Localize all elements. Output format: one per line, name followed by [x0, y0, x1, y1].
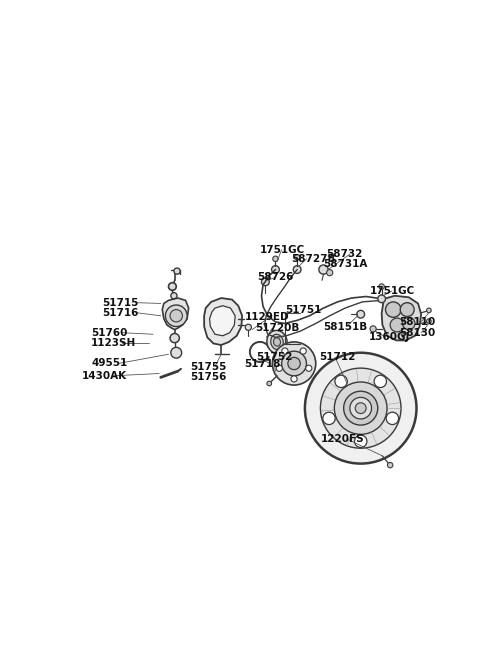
Polygon shape: [210, 306, 235, 336]
Circle shape: [355, 403, 366, 413]
Text: 58110: 58110: [399, 317, 436, 327]
Text: 1360GJ: 1360GJ: [369, 332, 410, 343]
Circle shape: [370, 326, 376, 332]
Polygon shape: [204, 298, 242, 345]
Circle shape: [276, 365, 282, 371]
Text: 51716: 51716: [103, 308, 139, 318]
Ellipse shape: [271, 334, 283, 350]
Circle shape: [294, 255, 300, 260]
Circle shape: [293, 266, 301, 273]
Circle shape: [174, 268, 180, 274]
Text: 51752: 51752: [256, 352, 292, 362]
Circle shape: [171, 347, 181, 358]
Text: 49551: 49551: [91, 358, 127, 369]
Circle shape: [245, 324, 252, 330]
Circle shape: [319, 265, 328, 274]
Text: 1220FS: 1220FS: [321, 434, 365, 444]
Text: 58732: 58732: [326, 249, 363, 259]
Text: 1123SH: 1123SH: [91, 338, 136, 348]
Circle shape: [387, 462, 393, 468]
Circle shape: [326, 270, 333, 276]
Text: 1751GC: 1751GC: [260, 244, 305, 255]
Circle shape: [385, 302, 401, 317]
Text: 51751: 51751: [285, 305, 321, 314]
Text: 51756: 51756: [190, 371, 227, 382]
Ellipse shape: [274, 338, 280, 346]
Text: 51755: 51755: [190, 362, 227, 371]
Circle shape: [374, 375, 386, 388]
Circle shape: [282, 351, 306, 376]
Circle shape: [378, 295, 385, 303]
Circle shape: [306, 365, 312, 371]
Circle shape: [273, 256, 278, 261]
Circle shape: [400, 303, 414, 316]
Circle shape: [166, 305, 187, 327]
Circle shape: [355, 435, 367, 447]
Circle shape: [390, 318, 404, 332]
Circle shape: [272, 342, 316, 385]
Circle shape: [272, 266, 279, 273]
Circle shape: [335, 382, 387, 434]
Text: 58731A: 58731A: [324, 259, 368, 269]
Text: 51718: 51718: [244, 360, 281, 369]
Text: 1430AK: 1430AK: [82, 371, 127, 381]
Circle shape: [344, 391, 378, 425]
Text: 58726: 58726: [258, 272, 294, 282]
Circle shape: [403, 317, 415, 329]
Circle shape: [321, 368, 401, 448]
Circle shape: [291, 376, 297, 382]
Circle shape: [300, 348, 306, 354]
Text: 58130: 58130: [399, 328, 436, 338]
Text: 51712: 51712: [320, 352, 356, 362]
Circle shape: [170, 333, 180, 343]
Circle shape: [350, 398, 372, 419]
Text: 51720B: 51720B: [255, 323, 300, 333]
Circle shape: [267, 381, 272, 386]
Text: 1751GC: 1751GC: [370, 286, 415, 296]
Circle shape: [168, 283, 176, 290]
Circle shape: [288, 358, 300, 369]
Text: 51760: 51760: [91, 328, 127, 338]
Text: 58727B: 58727B: [291, 253, 336, 264]
Ellipse shape: [267, 330, 287, 354]
Polygon shape: [382, 296, 421, 341]
Circle shape: [171, 293, 177, 299]
Text: 58151B: 58151B: [324, 322, 368, 331]
Circle shape: [305, 353, 417, 464]
Circle shape: [262, 278, 269, 286]
Circle shape: [379, 284, 384, 290]
Text: 51715: 51715: [103, 297, 139, 308]
Circle shape: [282, 348, 288, 354]
Circle shape: [427, 308, 431, 312]
Text: 1129ED: 1129ED: [244, 312, 289, 322]
Circle shape: [323, 412, 335, 424]
Polygon shape: [162, 298, 189, 329]
Circle shape: [427, 319, 431, 324]
Circle shape: [386, 412, 398, 424]
Circle shape: [357, 310, 365, 318]
Circle shape: [335, 375, 348, 388]
Circle shape: [170, 310, 182, 322]
